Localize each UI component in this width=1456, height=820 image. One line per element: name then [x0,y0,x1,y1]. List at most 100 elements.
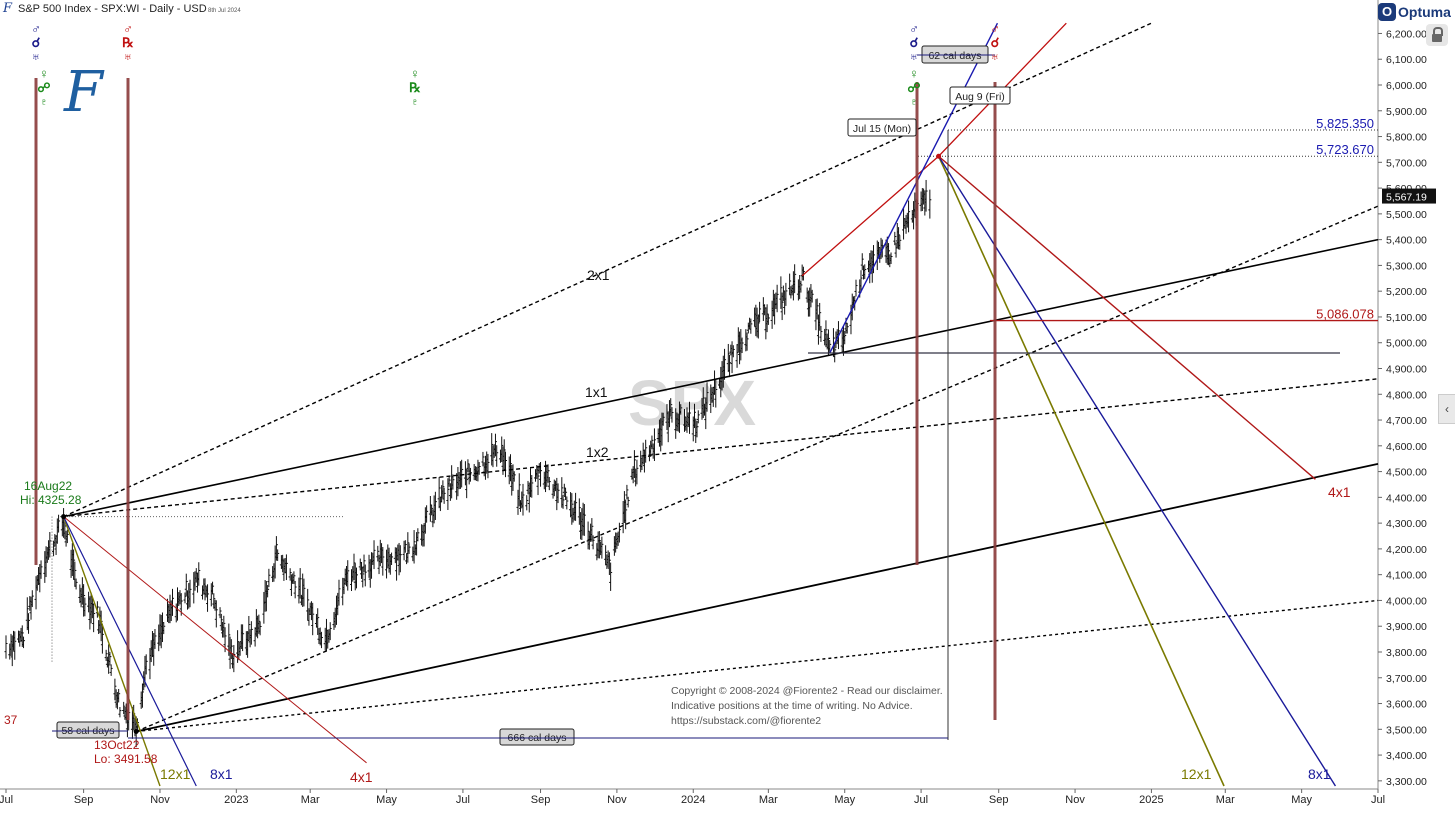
fan-label: 1x2 [586,444,609,460]
y-tick-label: 3,900.00 [1386,621,1427,633]
low-value-label: Lo: 3491.58 [94,752,158,766]
copyright-line: Indicative positions at the time of writ… [671,700,913,712]
y-tick-label: 3,700.00 [1386,673,1427,685]
price-bars [4,179,932,748]
time-bar [126,78,130,720]
fan-line-4x1 [938,155,1316,480]
y-tick-label: 3,600.00 [1386,699,1427,711]
planet-glyph: ℞ [122,35,134,50]
y-tick-label: 4,200.00 [1386,544,1427,556]
planet-glyph: ♇ [410,94,420,109]
fan-line-4x1 [63,516,367,764]
planet-glyph: ♀ [909,66,919,81]
low-pivot [133,728,139,734]
y-tick-label: 5,200.00 [1386,286,1427,298]
fan-label: 1x1 [585,384,608,400]
y-tick-label: 4,100.00 [1386,570,1427,582]
y-tick-label: 4,500.00 [1386,467,1427,479]
y-tick-label: 4,600.00 [1386,441,1427,453]
level-label: 5,723.670 [1316,142,1374,157]
date-callout: Jul 15 (Mon) [853,123,911,135]
fan-line-trend [136,462,1379,733]
x-tick-label: 2023 [224,794,248,806]
low-date-label: 13Oct22 [94,738,140,752]
fan-label: 8x1 [1308,766,1331,782]
fan-line-trend [135,205,1379,733]
fan-label: 2x1 [587,267,610,283]
app-logo-icon[interactable]: F [3,1,13,16]
cal-days-label-box [56,721,120,739]
chart-title: S&P 500 Index - SPX:WI - Daily - USD [18,3,207,15]
y-tick-label: 4,400.00 [1386,492,1427,504]
planet-glyph: ♅ [909,49,919,64]
y-tick-label: 5,300.00 [1386,260,1427,272]
planet-glyph: ☌ [32,35,41,50]
fan-line-8x1 [938,155,1337,787]
copyright-line: Copyright © 2008-2024 @Fiorente2 - Read … [671,685,943,697]
last-price-label: 5,567.19 [1386,192,1427,204]
lock-shackle [1433,27,1443,36]
side-panel-toggle-icon[interactable]: ‹ [1438,394,1455,424]
watermark-text: SPX [628,367,756,439]
planet-glyph: ☍ [37,80,50,95]
fan-line-1x2 [63,378,1379,518]
x-tick-label: 2025 [1139,794,1163,806]
y-tick-label: 4,900.00 [1386,363,1427,375]
fan-label: 12x1 [160,766,191,782]
x-tick-label: Sep [74,794,94,806]
planet-glyph: ♅ [31,49,41,64]
y-tick-label: 5,800.00 [1386,132,1427,144]
fan-line-1x1 [63,238,1379,518]
edge-value-label: 37 [4,713,18,727]
y-tick-label: 4,000.00 [1386,595,1427,607]
planet-glyph: ♂ [909,21,919,36]
y-tick-label: 4,800.00 [1386,389,1427,401]
last-price-box [1382,188,1436,204]
projection-pivot [936,153,942,159]
planet-glyph: ♂ [123,21,133,36]
x-tick-label: Sep [531,794,551,806]
y-tick-label: 3,500.00 [1386,724,1427,736]
optuma-label: Optuma [1398,4,1451,20]
y-tick-label: 6,200.00 [1386,28,1427,40]
planet-glyph: ♀ [39,66,49,81]
y-tick-label: 5,900.00 [1386,106,1427,118]
x-tick-label: May [376,794,397,806]
y-tick-label: 5,400.00 [1386,235,1427,247]
fan-label: 4x1 [1328,484,1351,500]
y-tick-label: 3,400.00 [1386,750,1427,762]
level-label: 5,825.350 [1316,116,1374,131]
planet-glyph: ♂ [990,21,1000,36]
fan-label: 12x1 [1181,766,1212,782]
x-tick-label: Mar [301,794,320,806]
planet-glyph: ☌ [910,35,919,50]
x-tick-label: 2024 [681,794,705,806]
planet-glyph: ☍ [907,80,920,95]
date-callout-box [949,86,1011,105]
optuma-logo-icon: O [1378,3,1396,21]
high-date-label: 16Aug22 [24,479,72,493]
y-tick-label: 4,700.00 [1386,415,1427,427]
x-tick-label: Sep [989,794,1009,806]
x-tick-label: Nov [607,794,627,806]
y-tick-label: 6,100.00 [1386,54,1427,66]
fan-line-trend [829,22,999,354]
x-tick-label: Mar [1216,794,1235,806]
date-callout-box [847,118,917,137]
y-tick-label: 5,100.00 [1386,312,1427,324]
cal-days-label-box [499,728,575,746]
time-bar [34,78,38,565]
y-tick-label: 5,700.00 [1386,157,1427,169]
y-tick-label: 5,500.00 [1386,209,1427,221]
x-tick-label: Jul [1371,794,1385,806]
planet-glyph: ♀ [410,66,420,81]
fan-line-8x1 [63,516,197,787]
planet-glyph: ☌ [991,35,1000,50]
planet-glyph: ♇ [39,94,49,109]
x-tick-label: Nov [1065,794,1085,806]
fan-label: 4x1 [350,769,373,785]
time-bar [993,82,997,720]
x-tick-label: Jul [0,794,13,806]
